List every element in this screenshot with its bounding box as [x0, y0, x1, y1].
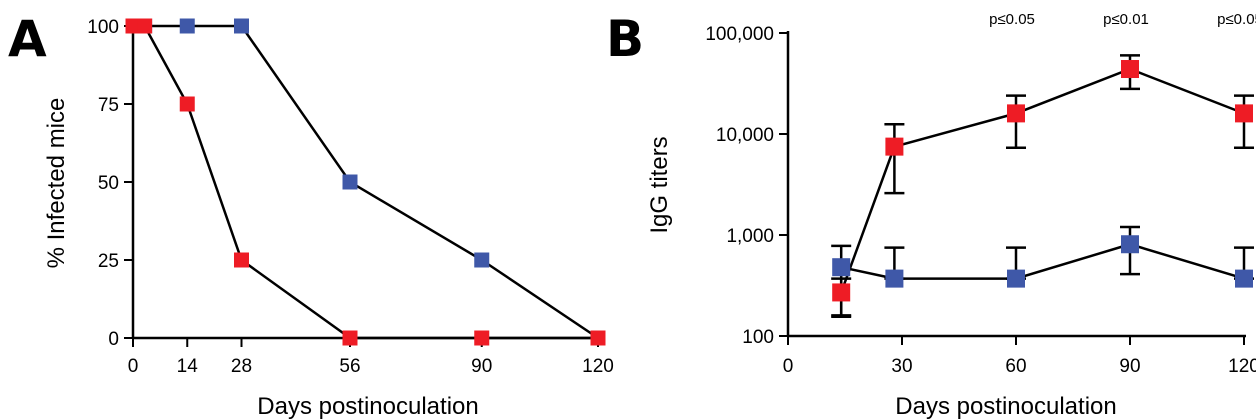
panel-a-data-point: [474, 252, 490, 268]
panel-b-data-point: [1007, 269, 1025, 288]
panel-b-letter: B: [606, 10, 644, 68]
panel-a-data-point: [125, 18, 141, 34]
panel-a-y-tick-label: 0: [108, 329, 119, 350]
panel-a-data-point: [137, 18, 153, 34]
panel-b-y-tick-label: 100: [742, 327, 774, 348]
panel-a-data-point: [179, 18, 195, 34]
panel-a-data-point: [342, 330, 358, 346]
panel-b-series: [831, 54, 1254, 319]
panel-a-x-tick-label: 14: [177, 356, 199, 377]
panel-b-data-point: [1235, 104, 1253, 123]
panel-a-letter: A: [8, 10, 47, 68]
panel-b-x-tick-label: 120: [1228, 356, 1256, 377]
panel-b-series-line: [840, 67, 1245, 293]
panel-a-x-tick-label: 0: [128, 356, 139, 377]
panel-b-y-axis-label: IgG titers: [646, 136, 673, 233]
panel-a-data-point: [234, 252, 249, 268]
panel-a-data-point: [474, 330, 490, 346]
panel-b-data-point: [832, 258, 851, 277]
panel-a-y-axis-label: % Infected mice: [43, 98, 70, 269]
panel-a-data-point: [590, 330, 606, 346]
panel-b: B 100 1,000 10,000 100,000 0 30 60 90 120 p≤0.05…: [606, 10, 1256, 419]
panel-b-x-tick-label: 60: [1005, 356, 1026, 377]
panel-a-x-tick-label: 120: [582, 356, 614, 377]
panel-a-y-tick-label: 75: [98, 95, 119, 116]
panel-b-annotations: p≤0.05 p≤0.01 p≤0.05: [989, 11, 1256, 28]
panel-a-y-tick-label: 25: [98, 251, 119, 272]
panel-a-x-tick-label: 56: [339, 356, 360, 377]
panel-b-x-tick-label: 90: [1119, 356, 1140, 377]
panel-b-x-tick-label: 30: [891, 356, 912, 377]
panel-a-series-line: [133, 24, 599, 340]
panel-b-y-tick-label: 10,000: [716, 125, 774, 146]
panel-b-axes: [786, 31, 1246, 338]
panel-a-x-tick-label: 90: [471, 356, 492, 377]
panel-a-y-tick-label: 100: [87, 17, 119, 38]
panel-a-x-axis-label: Days postinoculation: [257, 393, 478, 419]
panel-a-x-tick-label: 28: [231, 356, 252, 377]
panel-b-data-point: [1007, 104, 1025, 123]
panel-b-data-point: [1235, 269, 1253, 288]
panel-b-x-axis-label: Days postinoculation: [895, 393, 1116, 419]
panel-a-series: [125, 18, 606, 346]
panel-b-y-tick-label: 1,000: [726, 226, 774, 247]
panel-a: A 0 25 50 75 100 0 14 28 56 90 120 Days postinocul…: [8, 10, 614, 419]
panel-b-data-point: [1121, 235, 1139, 254]
panel-b-data-point: [832, 283, 851, 302]
panel-b-p-value-annotation: p≤0.05: [989, 11, 1035, 28]
panel-b-data-point: [885, 137, 904, 156]
panel-b-p-value-annotation: p≤0.01: [1103, 11, 1149, 28]
panel-b-x-tick-label: 0: [783, 356, 794, 377]
panel-b-data-point: [1121, 60, 1139, 79]
panel-a-ticks: 0 25 50 75 100 0 14 28 56 90 120: [87, 17, 614, 377]
panel-b-ticks: 100 1,000 10,000 100,000 0 30 60 90 120: [705, 24, 1256, 377]
panel-a-data-point: [179, 96, 195, 112]
panel-a-data-point: [234, 18, 249, 34]
panel-b-p-value-annotation: p≤0.05: [1217, 11, 1256, 28]
panel-b-data-point: [885, 269, 904, 288]
panel-a-y-tick-label: 50: [98, 173, 119, 194]
panel-a-data-point: [342, 174, 358, 190]
panel-b-y-tick-label: 100,000: [705, 24, 774, 45]
